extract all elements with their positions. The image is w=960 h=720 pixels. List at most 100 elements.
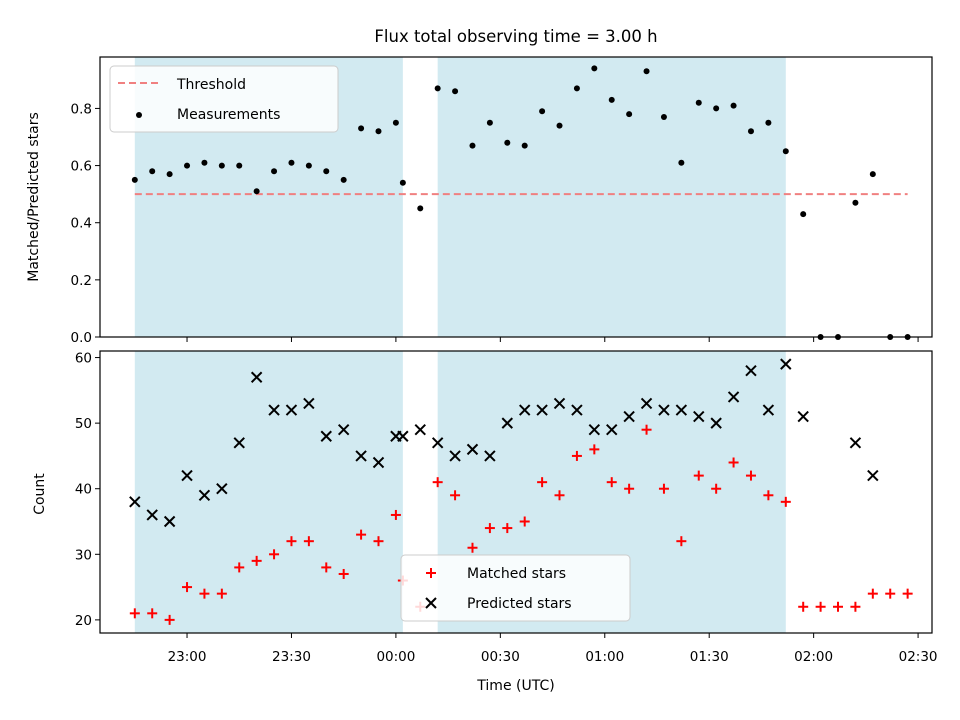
x-tick-label: 23:30	[272, 649, 311, 665]
x-stroke-b	[553, 397, 566, 410]
y-tick-label: 0.2	[71, 273, 92, 289]
measurement-point	[747, 128, 754, 135]
x-tick-label: 01:30	[690, 649, 729, 665]
predicted-star-point	[372, 456, 385, 469]
matched-star-point	[321, 562, 332, 573]
measurement-point	[643, 68, 650, 75]
axes-frame	[99, 350, 933, 634]
predicted-star-point	[606, 423, 618, 436]
measurement-point	[869, 171, 876, 178]
measurement-point	[358, 125, 365, 132]
y-tick-label: 0.0	[71, 330, 92, 346]
predicted-star-point	[337, 423, 350, 436]
measurement-point	[392, 119, 399, 126]
matched-star-point	[537, 477, 548, 488]
measurement-point	[236, 162, 243, 169]
x-stroke-b	[518, 404, 531, 416]
matched-star-point	[199, 588, 210, 599]
matched-star-point	[216, 588, 227, 599]
matched-star-point	[902, 588, 913, 599]
measurement-point	[486, 119, 493, 126]
predicted-star-point	[710, 417, 722, 429]
x-stroke-b	[640, 397, 653, 410]
measurement-point	[218, 162, 225, 169]
predicted-star-point	[780, 358, 792, 370]
matched-star-point	[519, 516, 530, 527]
y-tick-label: 0.6	[71, 159, 92, 175]
bottom-y-axis-label: Count	[32, 473, 48, 515]
matched-star-point	[867, 588, 878, 599]
measurement-point	[573, 85, 580, 92]
x-tick-label: 01:00	[585, 649, 624, 665]
predicted-star-point	[745, 364, 757, 377]
predicted-star-point	[553, 397, 566, 410]
chart-title: Flux total observing time = 3.00 h	[374, 27, 657, 46]
matched-star-point	[589, 444, 600, 455]
measurement-point	[375, 128, 382, 135]
x-stroke-b	[129, 496, 141, 508]
x-stroke-b	[484, 450, 496, 462]
matched-star-point	[676, 536, 687, 547]
predicted-star-point	[571, 404, 583, 416]
x-tick-label: 02:30	[899, 649, 938, 665]
measurement-point	[695, 99, 702, 106]
matched-star-point	[484, 523, 495, 534]
legend-predicted-swatch-b	[425, 597, 437, 609]
predicted-star-point	[285, 404, 298, 416]
predicted-star-point	[588, 423, 601, 436]
x-stroke-b	[623, 410, 635, 423]
matched-star-point	[502, 523, 513, 534]
matched-star-point	[147, 608, 158, 619]
matched-star-point	[606, 477, 617, 488]
x-stroke-b	[163, 515, 176, 528]
x-stroke-b	[181, 469, 193, 482]
measurement-point	[852, 199, 859, 206]
predicted-star-point	[250, 371, 263, 383]
predicted-star-point	[640, 397, 653, 410]
predicted-star-point	[216, 483, 228, 495]
predicted-star-point	[762, 404, 775, 416]
measurement-point	[417, 205, 424, 212]
measurement-point	[730, 102, 737, 109]
legend-box	[400, 554, 631, 622]
x-stroke-b	[466, 443, 479, 456]
y-tick-label: 60	[75, 351, 92, 367]
x-stroke-b	[216, 483, 228, 495]
legend-predicted-label: Predicted stars	[467, 596, 572, 612]
observing-window-band	[134, 351, 403, 633]
x-stroke-b	[780, 358, 792, 370]
count-panel: 20 30 40 50 60 23:00 23:30 00:00 00:30 01:00 01:30…	[75, 350, 938, 665]
measurement-point	[469, 142, 476, 149]
matched-star-point	[815, 601, 826, 612]
matched-star-point	[269, 549, 280, 560]
predicted-star-point	[675, 404, 688, 416]
y-tick-label: 40	[75, 482, 92, 498]
x-stroke-b	[606, 423, 618, 436]
matched-star-point	[356, 529, 367, 540]
matched-star-point	[303, 536, 314, 547]
x-stroke-b	[762, 404, 775, 416]
matched-star-point	[641, 424, 652, 435]
matched-star-point	[693, 470, 704, 481]
measurement-point	[305, 162, 312, 169]
predicted-star-point	[658, 404, 670, 416]
x-stroke-b	[250, 371, 263, 383]
predicted-star-point	[303, 397, 315, 410]
matched-star-point	[554, 490, 565, 501]
predicted-star-point	[268, 404, 280, 416]
matched-star-point	[450, 490, 461, 501]
x-stroke-b	[337, 423, 350, 436]
predicted-star-point	[129, 496, 141, 508]
predicted-star-point	[146, 509, 158, 521]
legend-threshold-label: Threshold	[176, 77, 246, 93]
legend-measurement-label: Measurements	[177, 107, 280, 123]
matched-star-point	[745, 470, 756, 481]
x-stroke-b	[355, 450, 367, 462]
top-legend: Threshold Measurements	[109, 65, 339, 133]
predicted-star-point	[849, 437, 862, 449]
measurement-point	[340, 176, 347, 183]
predicted-star-point	[693, 410, 705, 423]
matched-star-point	[658, 483, 669, 494]
measurement-point	[271, 168, 278, 175]
predicted-star-point	[536, 404, 548, 416]
